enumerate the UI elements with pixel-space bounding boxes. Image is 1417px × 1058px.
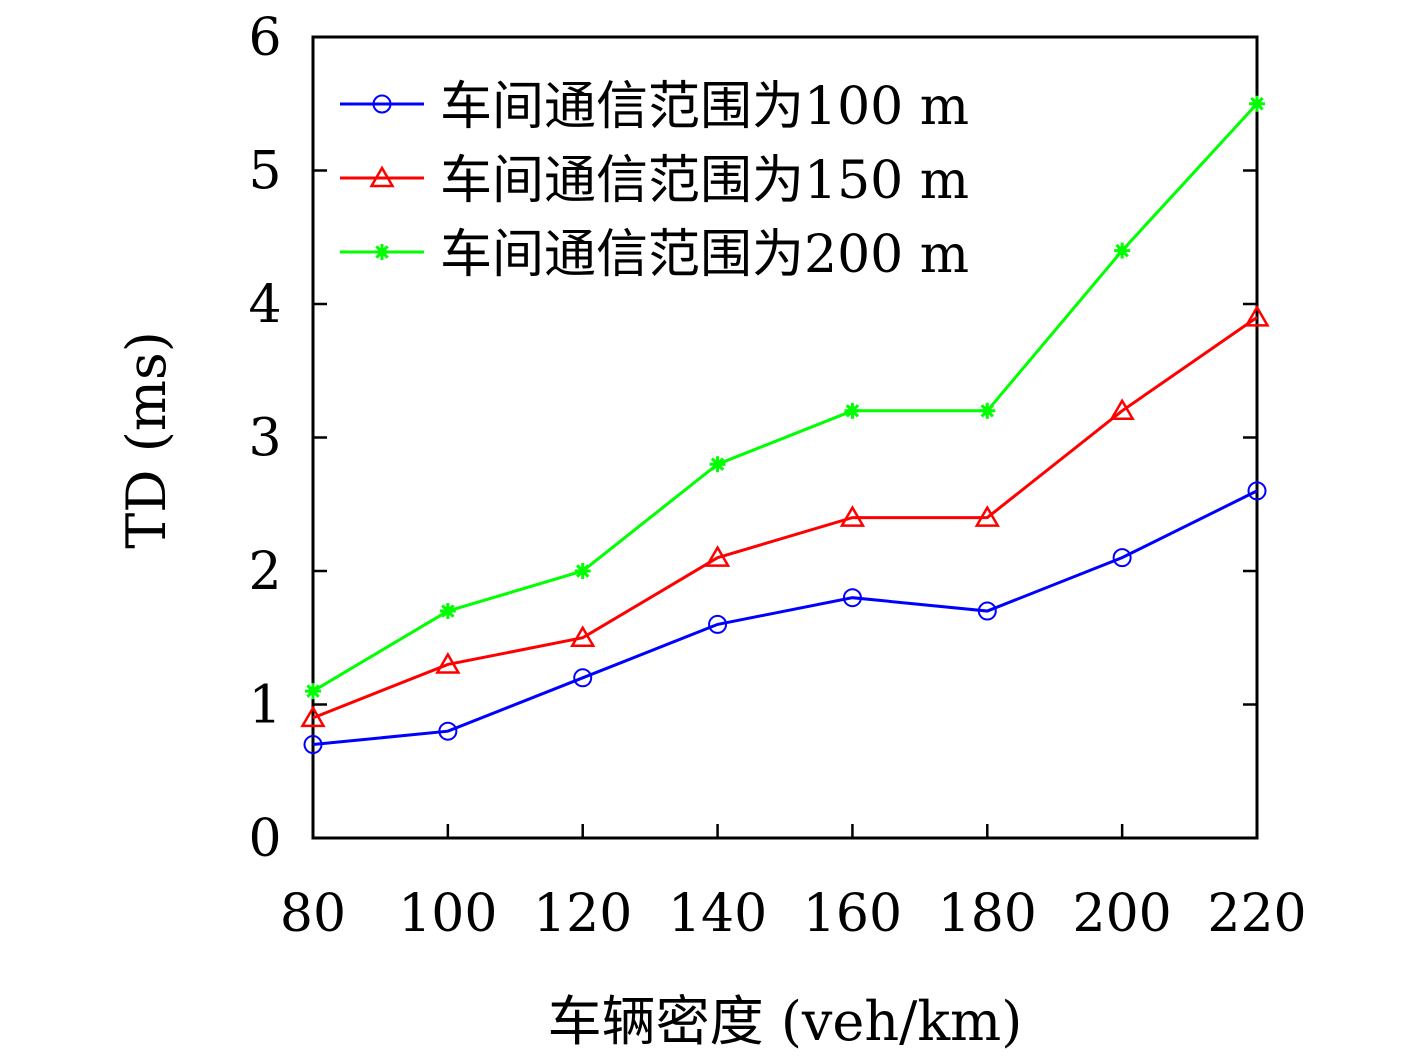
series-2-point	[300, 705, 326, 728]
series-line-3	[312, 102, 1259, 693]
x-axis-title: 车辆密度 (veh/km)	[548, 990, 1023, 1053]
y-tick-label: 6	[248, 8, 281, 68]
legend-marker-3	[374, 244, 390, 260]
series-line-1	[312, 489, 1258, 747]
series-3-point	[305, 683, 321, 700]
legend: 车间通信范围为100 m 车间通信范围为150 m 车间通信范围为200 m	[340, 77, 969, 285]
x-tick-label: 160	[803, 884, 902, 944]
y-axis-title: TD (ms)	[115, 331, 178, 549]
series-3-point	[1114, 242, 1131, 259]
legend-label-2: 车间通信范围为150 m	[440, 151, 969, 211]
y-tick-label: 5	[248, 142, 281, 202]
legend-label-3: 车间通信范围为200 m	[440, 225, 969, 285]
x-tick-label: 120	[533, 884, 632, 944]
x-tick-label: 200	[1073, 884, 1172, 944]
y-tick-label: 0	[248, 809, 281, 869]
x-tick-label: 140	[668, 884, 767, 944]
series-3-point	[439, 603, 456, 620]
series-1-point	[977, 601, 997, 621]
series-2-point	[435, 651, 461, 674]
series-3-point	[709, 456, 726, 473]
y-tick-label: 2	[248, 542, 281, 602]
series-3-point	[844, 402, 861, 419]
series-2-point	[839, 505, 866, 527]
series-2-point	[974, 505, 1000, 527]
y-tick-label: 1	[248, 676, 281, 736]
legend-label-1: 车间通信范围为100 m	[440, 77, 969, 137]
x-tick-label: 80	[280, 884, 346, 944]
series-3-point	[574, 563, 591, 579]
series-1-point	[303, 735, 323, 755]
series-1-point	[842, 588, 862, 608]
series-2-point	[1244, 304, 1270, 327]
x-tick-label: 180	[938, 884, 1037, 944]
y-tick-label: 4	[248, 275, 281, 335]
series-1-point	[1112, 548, 1132, 568]
series-1-point	[438, 721, 458, 741]
x-tick-label: 100	[398, 884, 497, 944]
series-2-point	[704, 545, 731, 567]
series-3-point	[979, 402, 996, 419]
series-1-point	[573, 668, 593, 688]
x-tick-label: 220	[1207, 884, 1306, 944]
series-1-point	[708, 614, 728, 634]
series-2-point	[1109, 398, 1135, 421]
series-2-point	[570, 625, 596, 647]
legend-marker-2	[369, 165, 395, 188]
legend-marker-1	[372, 94, 392, 114]
series-3-point	[1249, 95, 1265, 112]
series-1-point	[1247, 481, 1267, 501]
y-tick-label: 3	[248, 409, 281, 469]
series-line-2	[312, 316, 1258, 720]
